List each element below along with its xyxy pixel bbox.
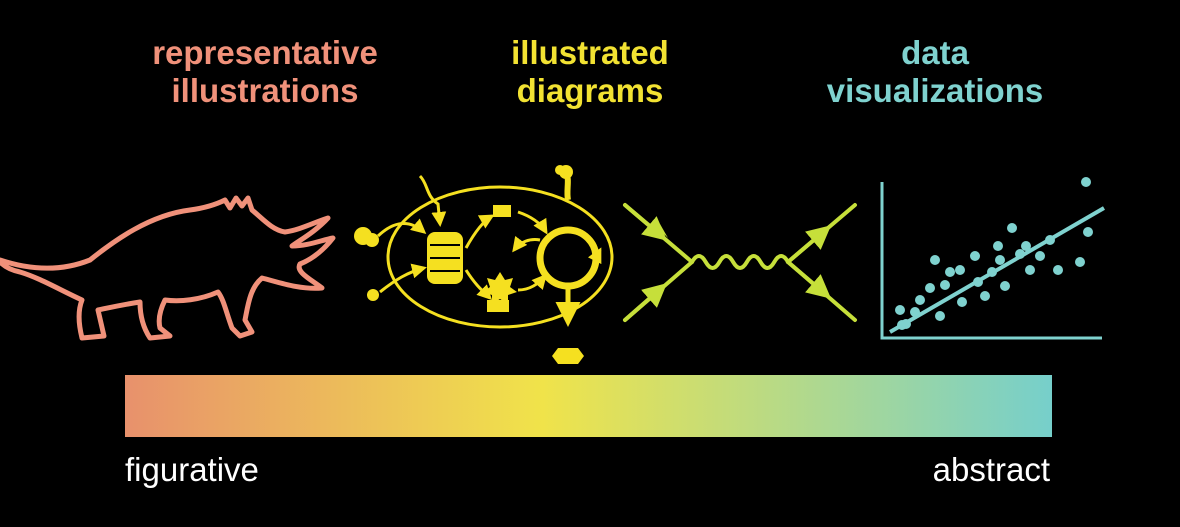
title-line: visualizations [826, 72, 1044, 109]
scatter-point [995, 255, 1005, 265]
scatter-point [1015, 249, 1025, 259]
title-line: data [901, 34, 969, 71]
scatter-point [1081, 177, 1091, 187]
feynman-diagram-icon [623, 203, 857, 322]
scatter-point [993, 241, 1003, 251]
scatter-point [1000, 281, 1010, 291]
scatter-point [935, 311, 945, 321]
scatter-point [910, 307, 920, 317]
scatter-point [1021, 241, 1031, 251]
scatter-point [925, 283, 935, 293]
scatter-point [1035, 251, 1045, 261]
scatter-point [1007, 223, 1017, 233]
scatter-point [901, 319, 911, 329]
title-line: representative [152, 34, 378, 71]
scatter-point [895, 305, 905, 315]
scatter-point [957, 297, 967, 307]
scale-label-figurative: figurative [125, 451, 259, 488]
scatter-point [970, 251, 980, 261]
illustration-row [0, 165, 1106, 364]
scatter-point [1083, 227, 1093, 237]
scatter-point [1075, 257, 1085, 267]
scatter-point [940, 280, 950, 290]
triceratops-outline-icon [0, 195, 336, 341]
scatter-point [1025, 265, 1035, 275]
scatter-point [987, 267, 997, 277]
scatter-point [955, 265, 965, 275]
scatter-point [1045, 235, 1055, 245]
scatter-point [1053, 265, 1063, 275]
title-line: illustrations [171, 72, 359, 109]
title-representative-illustrations: representative illustrations [110, 34, 420, 110]
scatter-point [915, 295, 925, 305]
title-illustrated-diagrams: illustrated diagrams [470, 34, 710, 110]
scatter-point [930, 255, 940, 265]
scatter-point [973, 277, 983, 287]
scale-label-abstract: abstract [932, 451, 1050, 488]
scatter-plot-with-trendline-icon [880, 177, 1106, 340]
biological-pathway-diagram-icon [354, 165, 614, 364]
title-line: illustrated [511, 34, 669, 71]
figurative-to-abstract-gradient-bar [125, 375, 1052, 437]
scatter-point [945, 267, 955, 277]
scatter-point [980, 291, 990, 301]
title-line: diagrams [516, 72, 664, 109]
title-data-visualizations: data visualizations [785, 34, 1085, 110]
